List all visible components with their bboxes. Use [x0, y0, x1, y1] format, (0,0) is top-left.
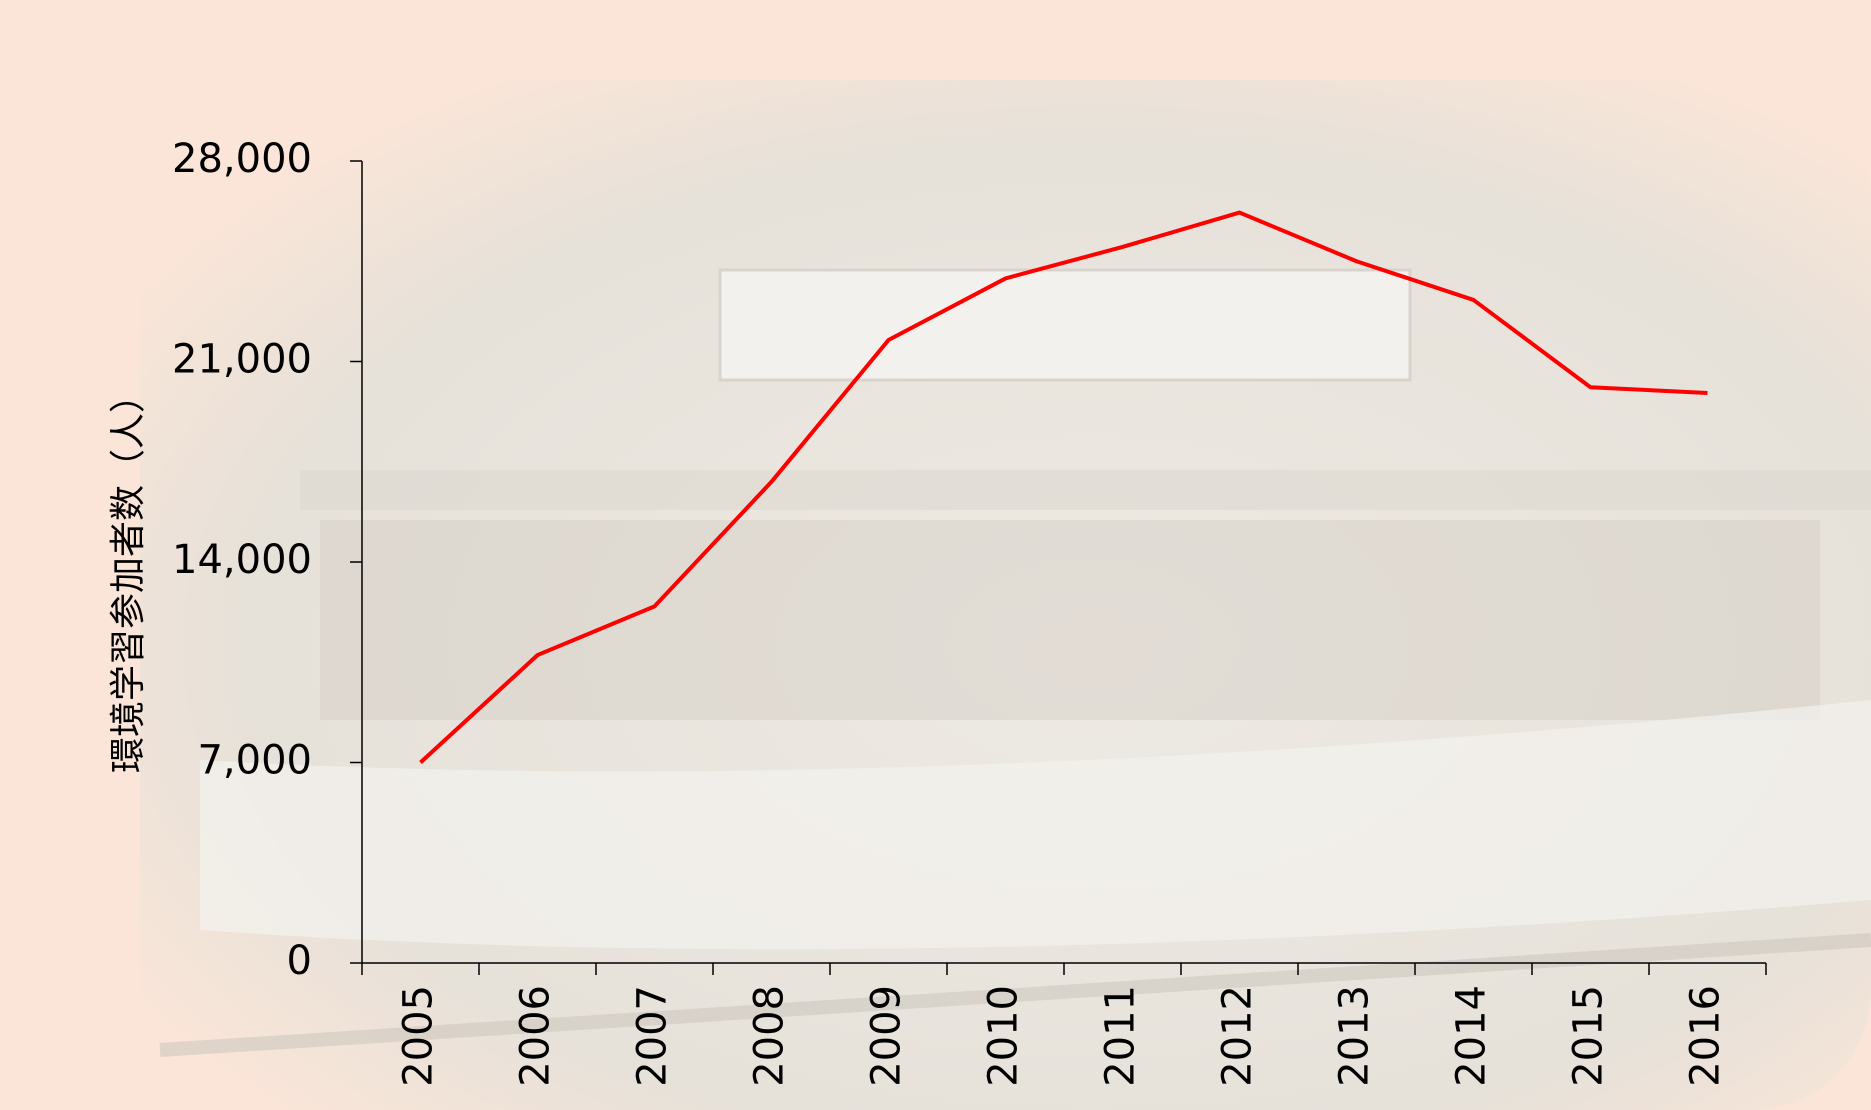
- x-tick-label: 2014: [1449, 985, 1495, 1087]
- x-tick-label: 2011: [1098, 985, 1144, 1087]
- x-tick-label: 2008: [747, 985, 793, 1087]
- y-tick-label: 7,000: [197, 738, 312, 784]
- y-tick-label: 0: [287, 938, 312, 984]
- x-tick-label: 2005: [396, 985, 442, 1087]
- photo-backdrop: [140, 80, 1871, 1110]
- x-tick-label: 2015: [1566, 985, 1612, 1087]
- x-tick-label: 2009: [864, 985, 910, 1087]
- y-tick-label: 21,000: [172, 337, 312, 383]
- x-tick-label: 2016: [1683, 985, 1729, 1087]
- data-line: [419, 210, 1708, 764]
- y-tick-label: 14,000: [172, 537, 312, 583]
- y-axis-label: 環境学習参加者数（人）: [108, 377, 149, 773]
- y-tick-label: 28,000: [172, 136, 312, 182]
- x-tick-label: 2013: [1332, 985, 1378, 1087]
- x-tick-label: 2006: [513, 985, 559, 1087]
- x-tick-label: 2007: [630, 985, 676, 1087]
- x-tick-label: 2012: [1215, 985, 1261, 1087]
- x-tick-label: 2010: [981, 985, 1027, 1087]
